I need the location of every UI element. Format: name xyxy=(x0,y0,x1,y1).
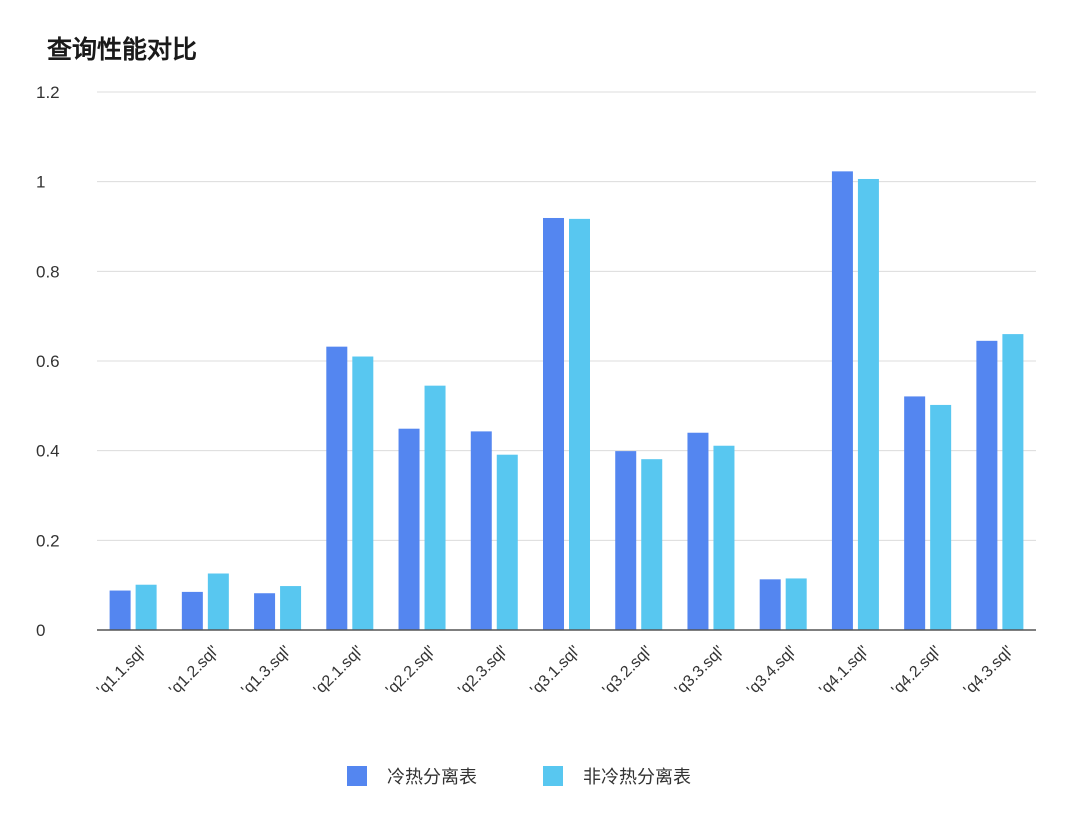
bar-series-1[interactable] xyxy=(904,396,926,630)
x-tick-label: 'q1.1.sql' xyxy=(94,643,150,699)
x-tick-label: 'q4.3.sql' xyxy=(961,643,1017,699)
y-tick-label: 0.8 xyxy=(36,262,60,281)
y-tick-label: 0 xyxy=(36,621,45,640)
bar-series-2[interactable] xyxy=(207,573,229,630)
x-tick-label: 'q3.1.sql' xyxy=(527,643,583,699)
bar-series-2[interactable] xyxy=(785,578,807,630)
bar-series-2[interactable] xyxy=(352,356,374,630)
bar-series-1[interactable] xyxy=(687,432,709,630)
bar-series-1[interactable] xyxy=(543,217,564,630)
bar-series-1[interactable] xyxy=(398,428,420,630)
x-tick-label: 'q3.2.sql' xyxy=(600,643,656,699)
chart-title: 查询性能对比 xyxy=(47,35,198,64)
bar-series-1[interactable] xyxy=(181,591,203,630)
x-tick-label: 'q2.3.sql' xyxy=(455,643,511,699)
legend-swatch xyxy=(543,766,563,786)
legend[interactable]: 冷热分离表 非冷热分离表 xyxy=(347,766,691,788)
bar-series-1[interactable] xyxy=(470,431,492,630)
x-tick-label: 'q3.4.sql' xyxy=(744,643,800,699)
bar-series-1[interactable] xyxy=(976,340,998,630)
bar-series-2[interactable] xyxy=(280,586,302,630)
y-axis-ticks: 0 0.2 0.4 0.6 0.8 1 1.2 xyxy=(36,83,60,640)
y-tick-label: 1 xyxy=(36,173,45,192)
legend-label: 冷热分离表 xyxy=(387,767,477,788)
x-tick-label: 'q1.2.sql' xyxy=(166,643,222,699)
x-tick-label: 'q2.2.sql' xyxy=(383,643,439,699)
bar-series-2[interactable] xyxy=(713,445,735,630)
x-tick-label: 'q4.2.sql' xyxy=(889,643,945,699)
bar-series-2[interactable] xyxy=(496,454,518,630)
x-axis-labels: 'q1.1.sql' 'q1.2.sql' 'q1.3.sql' 'q2.1.sql'… xyxy=(94,643,1017,699)
legend-item-2[interactable]: 非冷热分离表 xyxy=(543,766,691,788)
legend-label: 非冷热分离表 xyxy=(583,767,691,788)
bar-series-1[interactable] xyxy=(831,171,853,631)
bar-series-2[interactable] xyxy=(641,459,663,630)
y-tick-label: 0.6 xyxy=(36,352,60,371)
bar-series-1[interactable] xyxy=(759,579,781,630)
y-tick-label: 1.2 xyxy=(36,83,60,102)
x-tick-label: 'q4.1.sql' xyxy=(816,643,872,699)
legend-item-1[interactable]: 冷热分离表 xyxy=(347,766,477,788)
y-tick-label: 0.4 xyxy=(36,442,60,461)
x-tick-label: 'q1.3.sql' xyxy=(238,643,294,699)
y-tick-label: 0.2 xyxy=(36,531,60,550)
bar-series-2[interactable] xyxy=(1002,334,1024,630)
bar-series-1[interactable] xyxy=(109,590,131,630)
bar-series-1[interactable] xyxy=(254,593,276,630)
x-tick-label: 'q2.1.sql' xyxy=(311,643,367,699)
bars xyxy=(109,171,1024,631)
legend-swatch xyxy=(347,766,367,786)
bar-series-1[interactable] xyxy=(326,346,348,630)
bar-series-2[interactable] xyxy=(424,385,446,630)
bar-series-2[interactable] xyxy=(135,584,157,630)
bar-series-2[interactable] xyxy=(569,218,590,630)
bar-series-1[interactable] xyxy=(615,451,637,630)
grid-lines xyxy=(97,91,1036,541)
bar-series-2[interactable] xyxy=(857,178,879,630)
bar-series-2[interactable] xyxy=(930,404,952,630)
x-tick-label: 'q3.3.sql' xyxy=(672,643,728,699)
